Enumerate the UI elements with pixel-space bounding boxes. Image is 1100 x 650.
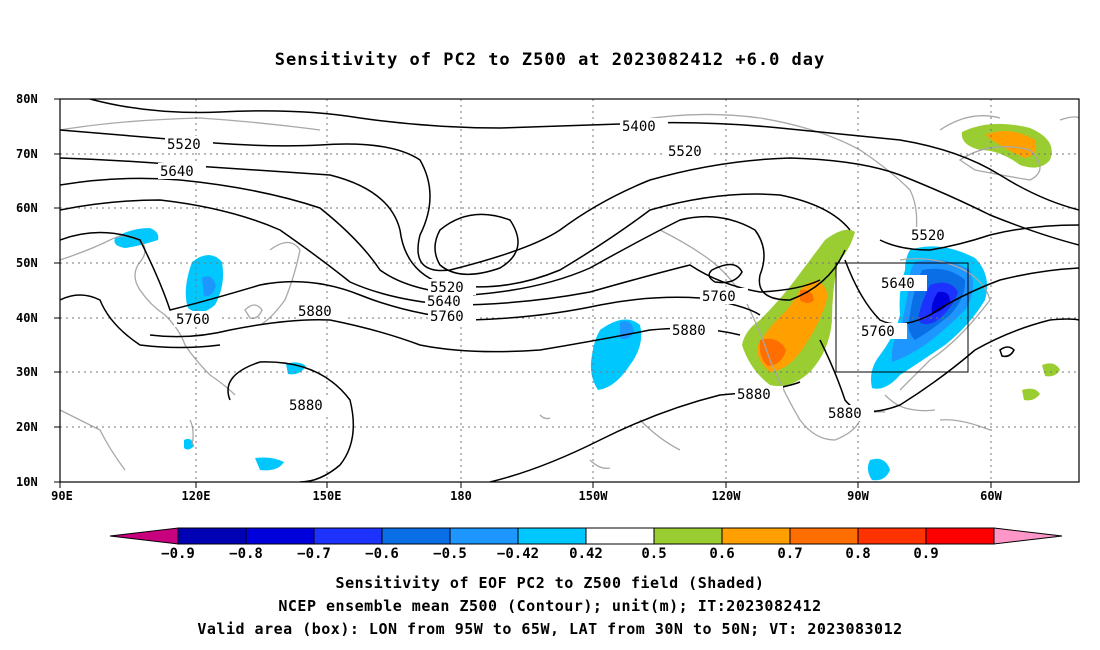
colorbar-label: 0.42 (569, 546, 603, 562)
colorbar-label: 0.7 (777, 546, 802, 562)
lat-lon-grid (60, 99, 1079, 482)
colorbar-segment (789, 527, 859, 545)
contour-label: 5400 (622, 119, 656, 135)
lon-labels: 90E 120E 150E 180 150W 120W 90W 60W (51, 489, 1002, 503)
lat-label-80n: 80N (16, 92, 38, 106)
page-title: Sensitivity of PC2 to Z500 at 2023082412… (274, 50, 826, 70)
contour-label: 5880 (298, 304, 332, 320)
colorbar-segment (449, 527, 519, 545)
contour-label-group: 5400 5520 5520 5520 5520 5640 5640 5640 … (158, 118, 957, 422)
lat-label-10n: 10N (16, 475, 38, 489)
contour-label: 5880 (828, 406, 862, 422)
contour-label: 5880 (289, 398, 323, 414)
lon-label-120e: 120E (182, 489, 211, 503)
colorbar-segment (245, 527, 315, 545)
caption-shaded: Sensitivity of EOF PC2 to Z500 field (Sh… (335, 574, 765, 592)
lat-label-70n: 70N (16, 147, 38, 161)
contour-label: 5520 (430, 280, 464, 296)
lon-label-150e: 150E (313, 489, 342, 503)
lon-label-180: 180 (450, 489, 472, 503)
colorbar-segment (381, 527, 451, 545)
colorbar-segment (925, 527, 995, 545)
colorbar-label: −0.7 (297, 546, 331, 562)
contour-label: 5520 (911, 228, 945, 244)
valid-area-box (835, 262, 969, 373)
lat-label-40n: 40N (16, 311, 38, 325)
lon-label-60w: 60W (980, 489, 1002, 503)
colorbar-label: 0.5 (641, 546, 666, 562)
lat-label-20n: 20N (16, 420, 38, 434)
coastlines (60, 113, 1079, 471)
colorbar-label: −0.6 (365, 546, 399, 562)
contour-label: 5760 (861, 324, 895, 340)
contour-label: 5760 (702, 289, 736, 305)
colorbar-segment (517, 527, 587, 545)
colorbar-label: 0.8 (845, 546, 870, 562)
lat-label-30n: 30N (16, 365, 38, 379)
contour-label: 5760 (176, 312, 210, 328)
colorbar-segment (653, 527, 723, 545)
lat-label-60n: 60N (16, 201, 38, 215)
contour-label: 5880 (737, 387, 771, 403)
contour-label: 5880 (672, 323, 706, 339)
caption-contour: NCEP ensemble mean Z500 (Contour); unit(… (278, 597, 822, 615)
colorbar-segment (585, 527, 655, 545)
contour-label: 5640 (427, 294, 461, 310)
lon-label-120w: 120W (712, 489, 742, 503)
contour-label: 5640 (881, 276, 915, 292)
colorbar-segment (313, 527, 383, 545)
lon-label-90e: 90E (51, 489, 73, 503)
lat-labels: 80N 70N 60N 50N 40N 30N 20N 10N (16, 92, 38, 489)
contour-label: 5520 (167, 137, 201, 153)
colorbar-label: 0.9 (913, 546, 938, 562)
colorbar-label: −0.42 (497, 546, 539, 562)
colorbar-label: −0.9 (161, 546, 195, 562)
lat-label-50n: 50N (16, 256, 38, 270)
sensitivity-shading (114, 123, 1060, 481)
colorbar-label: −0.8 (229, 546, 263, 562)
contour-label: 5520 (668, 144, 702, 160)
colorbar-segment (177, 527, 247, 545)
colorbar-label: 0.6 (709, 546, 734, 562)
map-frame (59, 98, 1080, 483)
colorbar-arrow-right (993, 527, 1063, 545)
colorbar-label: −0.5 (433, 546, 467, 562)
colorbar: −0.9 −0.8 −0.7 −0.6 −0.5 −0.42 0.42 0.5 0.6 0.7 0.… (109, 527, 1063, 562)
contour-label: 5760 (430, 309, 464, 325)
lon-label-150w: 150W (579, 489, 609, 503)
caption-valid-area: Valid area (box): LON from 95W to 65W, L… (197, 620, 903, 638)
colorbar-segment (857, 527, 927, 545)
axis-ticks (54, 98, 992, 488)
lon-label-90w: 90W (847, 489, 869, 503)
contour-label: 5640 (160, 164, 194, 180)
colorbar-segment (721, 527, 791, 545)
colorbar-arrow-left (109, 527, 179, 545)
